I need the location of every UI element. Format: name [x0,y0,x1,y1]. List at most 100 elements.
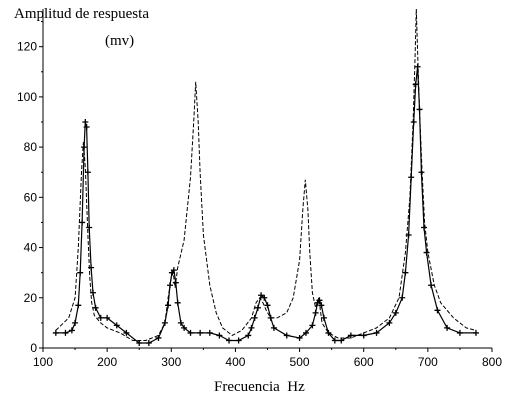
chart-series-layer [52,8,479,346]
y-tick: 60 [24,190,43,204]
chart-axes: 100 200 300 400 500 600 700 800 0 20 40 60 80 100 120 [17,9,502,369]
data-point-marker [270,324,277,331]
data-point-marker [167,282,174,289]
data-point-marker [68,327,75,334]
data-point-marker [444,324,451,331]
data-point-marker [174,299,181,306]
x-tick: 100 [33,348,53,369]
y-tick-label: 20 [24,291,38,305]
data-point-marker [347,332,354,339]
data-point-marker [81,144,88,151]
data-point-marker [428,282,435,289]
data-point-marker [418,169,425,176]
x-tick-label: 600 [354,355,374,369]
y-tick-label: 120 [17,40,37,54]
data-point-marker [386,319,393,326]
data-point-marker [165,302,172,309]
data-point-marker [408,174,415,181]
data-point-marker [320,314,327,321]
data-point-marker [245,332,252,339]
data-point-marker [309,322,316,329]
data-point-marker [338,337,345,344]
data-point-marker [97,314,104,321]
series-markers [52,63,479,346]
data-point-marker [456,329,463,336]
data-point-marker [235,337,242,344]
y-tick: 100 [17,90,43,104]
data-point-marker [52,329,59,336]
data-point-marker [414,63,421,70]
data-point-marker [392,309,399,316]
data-point-marker [421,224,428,231]
x-tick-label: 400 [225,355,245,369]
data-point-marker [399,294,406,301]
y-tick-label: 40 [24,241,38,255]
data-point-marker [434,307,441,314]
data-point-marker [472,329,479,336]
y-tick: 20 [24,291,43,305]
y-tick: 120 [17,40,43,54]
x-tick: 700 [418,348,438,369]
x-tick: 500 [290,348,310,369]
y-tick-label: 0 [30,341,37,355]
data-point-marker [296,334,303,341]
data-point-marker [77,269,84,276]
y-tick-label: 60 [24,190,38,204]
data-point-marker [267,314,274,321]
x-tick: 200 [97,348,117,369]
data-point-marker [312,309,319,316]
data-point-marker [318,302,325,309]
data-point-marker [360,332,367,339]
x-tick: 400 [225,348,246,369]
x-axis-label: Frecuencia Hz [214,379,305,395]
data-point-marker [177,319,184,326]
data-point-marker [90,289,97,296]
x-tick-label: 700 [418,355,438,369]
y-tick-label: 80 [24,140,38,154]
data-point-marker [104,314,111,321]
y-tick: 0 [30,341,43,355]
data-point-marker [251,314,258,321]
x-tick: 600 [354,348,374,369]
x-tick: 800 [482,348,502,369]
data-point-marker [113,322,120,329]
data-point-marker [181,324,188,331]
data-point-marker [261,294,268,301]
x-tick-label: 100 [33,355,53,369]
data-point-marker [145,339,152,346]
data-point-marker [82,119,89,125]
y-tick-label: 100 [17,90,37,104]
data-point-marker [123,329,130,336]
data-point-marker [170,267,177,274]
data-point-marker [283,332,290,339]
data-point-marker [206,329,213,336]
data-point-marker [62,329,69,336]
data-point-marker [197,329,204,336]
data-point-marker [161,319,168,326]
data-point-marker [373,329,380,336]
series-line-solid [55,66,476,344]
data-point-marker [92,304,99,311]
x-tick-label: 200 [97,355,117,369]
data-point-marker [72,319,79,326]
x-tick-label: 800 [482,355,502,369]
data-point-marker [216,332,223,339]
x-tick-label: 300 [161,355,181,369]
data-point-marker [302,329,309,336]
data-point-marker [402,269,409,276]
data-point-marker [410,119,417,125]
series-line-dashed [55,8,477,341]
y-tick: 80 [24,140,43,154]
data-point-marker [75,302,82,309]
data-point-marker [83,124,90,131]
data-point-marker [187,329,194,336]
data-point-marker [254,304,261,311]
data-point-marker [325,329,332,336]
data-point-marker [258,292,265,299]
data-point-marker [155,334,162,341]
data-point-marker [226,337,233,344]
y-axis-label-line-2: (mv) [105,33,135,49]
y-tick: 40 [24,241,43,255]
data-point-marker [136,339,143,346]
